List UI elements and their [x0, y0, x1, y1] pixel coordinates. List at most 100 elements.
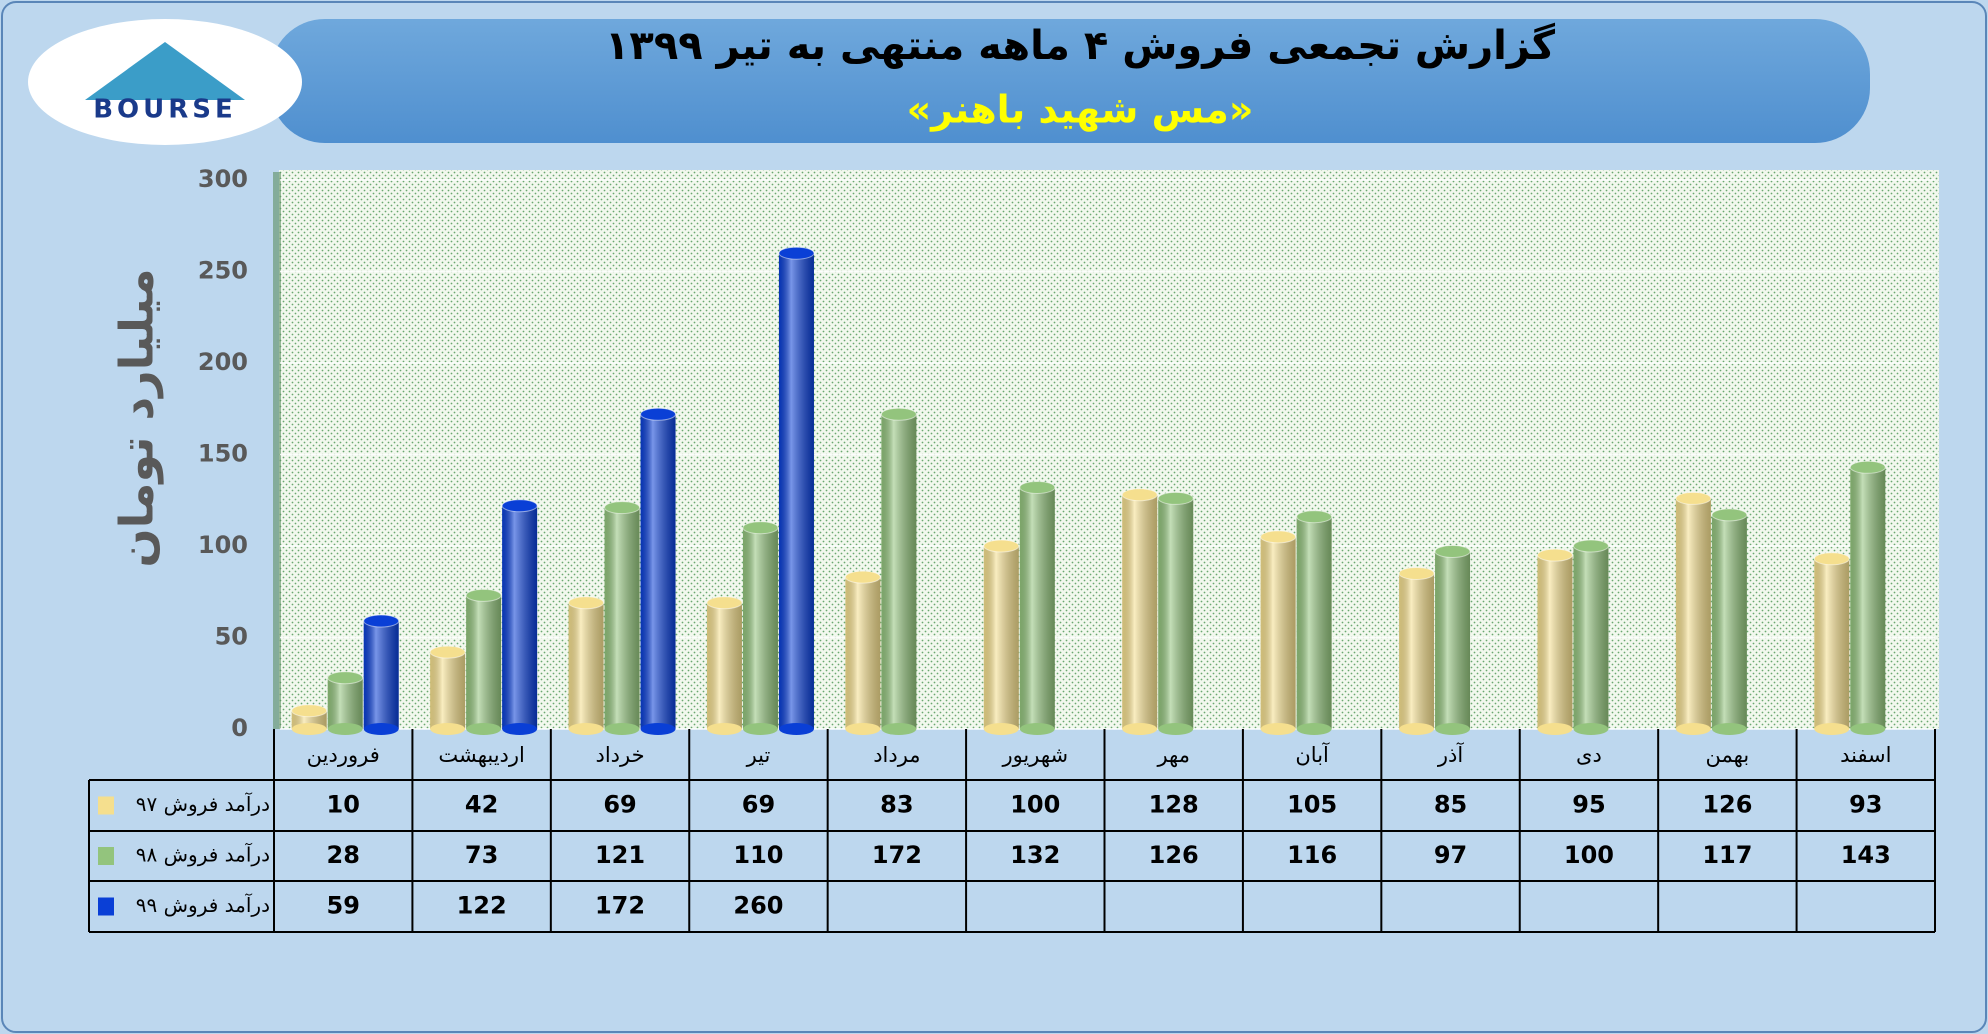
table-value: 97 [1434, 841, 1467, 869]
title-banner [270, 19, 1870, 143]
bar-cap [1813, 552, 1850, 566]
bar-cap [1260, 530, 1297, 544]
chart-title: گزارش تجمعی فروش ۴ ماهه منتهی به تیر ۱۳۹… [605, 22, 1556, 69]
y-tick-label: 200 [198, 348, 248, 376]
table-value: 105 [1287, 791, 1337, 819]
axis-wall [273, 172, 281, 729]
logo-text: BOURSE [93, 95, 237, 125]
table-value: 110 [733, 841, 783, 869]
y-tick-label: 100 [198, 531, 248, 559]
table-value: 42 [465, 791, 498, 819]
bar-cap [1572, 539, 1609, 553]
bar-cap [568, 596, 605, 610]
bar-shade [1399, 573, 1435, 729]
bar-cap [327, 671, 364, 685]
bar-base [466, 723, 502, 735]
table-value: 143 [1841, 841, 1891, 869]
bar-cap [429, 645, 466, 659]
legend-swatch [98, 796, 114, 815]
bar-shade [1260, 536, 1296, 729]
table-value: 100 [1010, 791, 1060, 819]
table-value: 95 [1572, 791, 1605, 819]
table-value: 132 [1010, 841, 1060, 869]
bar-base [1537, 723, 1573, 735]
bar-base [640, 723, 676, 735]
table-value: 100 [1564, 841, 1614, 869]
bar-shade [363, 621, 399, 729]
bar-cap [465, 588, 502, 602]
legend-label: درآمد فروش ۹۸ [136, 842, 270, 867]
y-tick-label: 150 [198, 440, 248, 468]
x-tick-label: فروردین [307, 743, 380, 767]
chart-subtitle: «مس شهید باهنر» [907, 88, 1254, 132]
logo-icon [85, 42, 245, 100]
bar-base [1711, 723, 1747, 735]
bar-cap [1849, 460, 1886, 474]
bar-cap [1434, 544, 1471, 558]
x-tick-label: دی [1576, 743, 1602, 767]
legend-swatch [98, 897, 114, 916]
bar-cap [706, 596, 743, 610]
table-value: 28 [327, 841, 360, 869]
bar-shade [706, 602, 742, 729]
bar-cap [501, 499, 538, 513]
table-value: 10 [327, 791, 360, 819]
bar-shade [778, 253, 814, 729]
bar-cap [1675, 491, 1712, 505]
bar-cap [1157, 491, 1194, 505]
bar-base [1296, 723, 1332, 735]
x-tick-label: آذر [1437, 742, 1464, 767]
bar-base [1814, 723, 1850, 735]
x-tick-label: مهر [1156, 743, 1190, 767]
table-value: 59 [327, 892, 360, 920]
x-tick-label: آبان [1295, 742, 1330, 767]
bar-base [327, 723, 363, 735]
bar-base [1158, 723, 1194, 735]
x-tick-label: اسفند [1840, 743, 1891, 767]
bar-base [706, 723, 742, 735]
bar-shade [1814, 558, 1850, 729]
bar-base [881, 723, 917, 735]
x-tick-label: اردیبهشت [438, 743, 525, 767]
bar-cap [1121, 488, 1158, 502]
bar-shade [1675, 498, 1711, 729]
x-tick-label: مرداد [873, 743, 920, 767]
table-value: 117 [1702, 841, 1752, 869]
table-value: 260 [733, 892, 783, 920]
bar-base [742, 723, 778, 735]
bar-shade [568, 602, 604, 729]
table-value: 128 [1149, 791, 1199, 819]
bar-cap [1019, 480, 1056, 494]
table-value: 172 [872, 841, 922, 869]
bar-shade [1435, 551, 1471, 729]
bar-base [983, 723, 1019, 735]
bar-cap [880, 407, 917, 421]
table-value: 116 [1287, 841, 1337, 869]
bar-shade [1537, 555, 1573, 729]
bar-base [778, 723, 814, 735]
bar-base [845, 723, 881, 735]
table-value: 121 [595, 841, 645, 869]
table-value: 69 [603, 791, 636, 819]
bar-shade [983, 546, 1019, 729]
bar-base [1850, 723, 1886, 735]
table-value: 83 [880, 791, 913, 819]
bar-cap [1536, 548, 1573, 562]
bar-base [430, 723, 466, 735]
bar-shade [1573, 546, 1609, 729]
table-value: 85 [1434, 791, 1467, 819]
bar-cap [742, 521, 779, 535]
x-tick-label: شهریور [1001, 743, 1068, 767]
bar-cap [844, 570, 881, 584]
bar-base [363, 723, 399, 735]
bar-cap [1398, 566, 1435, 580]
table-value: 172 [595, 892, 645, 920]
bar-cap [983, 539, 1020, 553]
bar-cap [604, 501, 641, 515]
bar-base [1399, 723, 1435, 735]
bar-shade [1158, 498, 1194, 729]
legend-swatch [98, 847, 114, 865]
bar-shade [1711, 514, 1747, 729]
bar-base [1675, 723, 1711, 735]
